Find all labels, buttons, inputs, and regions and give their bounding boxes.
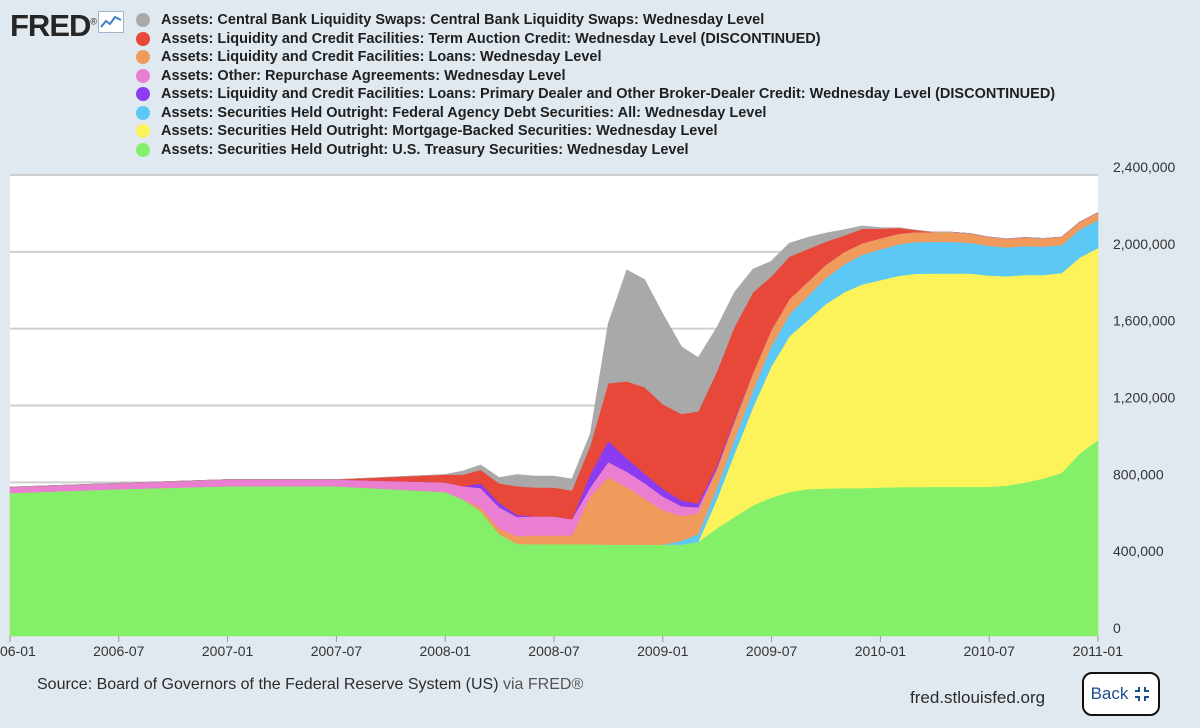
legend-item[interactable]: Assets: Other: Repurchase Agreements: We… bbox=[136, 67, 1055, 86]
legend-swatch-icon bbox=[136, 13, 150, 28]
legend-label: Assets: Securities Held Outright: Federa… bbox=[161, 104, 767, 121]
y-tick-label: 800,000 bbox=[1113, 466, 1164, 482]
legend-swatch-icon bbox=[136, 68, 150, 83]
legend-label: Assets: Central Bank Liquidity Swaps: Ce… bbox=[161, 12, 765, 29]
legend-item[interactable]: Assets: Securities Held Outright: Federa… bbox=[136, 104, 1055, 123]
site-url[interactable]: fred.stlouisfed.org bbox=[910, 688, 1046, 707]
x-tick-label: 2010-01 bbox=[855, 643, 907, 659]
legend-swatch-icon bbox=[136, 87, 150, 102]
legend-item[interactable]: Assets: Liquidity and Credit Facilities:… bbox=[136, 48, 1055, 67]
x-tick-label: 2009-07 bbox=[746, 643, 798, 659]
legend-label: Assets: Securities Held Outright: Mortga… bbox=[161, 123, 718, 140]
back-button-label: Back bbox=[1090, 684, 1129, 703]
y-tick-label: 1,600,000 bbox=[1113, 313, 1175, 329]
x-tick-label: 2007-01 bbox=[202, 643, 254, 659]
line-chart-icon bbox=[98, 11, 124, 33]
x-tick-label: 2010-07 bbox=[964, 643, 1016, 659]
x-tick-label: 06-01 bbox=[0, 643, 36, 659]
y-tick-label: 2,000,000 bbox=[1113, 236, 1175, 252]
fred-logo: FRED® bbox=[10, 8, 97, 43]
x-tick-label: 2011-01 bbox=[1073, 643, 1124, 659]
chart-legend: Assets: Central Bank Liquidity Swaps: Ce… bbox=[136, 11, 1055, 159]
legend-swatch-icon bbox=[136, 105, 150, 120]
legend-swatch-icon bbox=[136, 142, 150, 157]
back-button[interactable]: Back bbox=[1082, 672, 1160, 716]
legend-item[interactable]: Assets: Securities Held Outright: Mortga… bbox=[136, 122, 1055, 141]
x-tick-label: 2008-07 bbox=[528, 643, 580, 659]
legend-label: Assets: Securities Held Outright: U.S. T… bbox=[161, 141, 689, 158]
legend-item[interactable]: Assets: Liquidity and Credit Facilities:… bbox=[136, 30, 1055, 49]
x-tick-label: 2008-01 bbox=[420, 643, 472, 659]
legend-label: Assets: Liquidity and Credit Facilities:… bbox=[161, 86, 1056, 103]
source-note: Source: Board of Governors of the Federa… bbox=[37, 676, 584, 693]
legend-item[interactable]: Assets: Securities Held Outright: U.S. T… bbox=[136, 141, 1055, 160]
legend-label: Assets: Liquidity and Credit Facilities:… bbox=[161, 49, 602, 66]
legend-label: Assets: Liquidity and Credit Facilities:… bbox=[161, 30, 821, 47]
legend-swatch-icon bbox=[136, 124, 150, 139]
y-tick-label: 0 bbox=[1113, 620, 1121, 636]
legend-item[interactable]: Assets: Liquidity and Credit Facilities:… bbox=[136, 85, 1055, 104]
x-tick-label: 2009-01 bbox=[637, 643, 689, 659]
collapse-icon bbox=[1135, 687, 1150, 701]
area-series-7 bbox=[9, 212, 1099, 491]
legend-label: Assets: Other: Repurchase Agreements: We… bbox=[161, 67, 566, 84]
legend-swatch-icon bbox=[136, 31, 150, 46]
x-tick-label: 2007-07 bbox=[311, 643, 363, 659]
y-tick-label: 400,000 bbox=[1113, 543, 1164, 559]
x-tick-label: 2006-07 bbox=[93, 643, 145, 659]
y-tick-label: 2,400,000 bbox=[1113, 159, 1175, 175]
legend-item[interactable]: Assets: Central Bank Liquidity Swaps: Ce… bbox=[136, 11, 1055, 30]
y-tick-label: 1,200,000 bbox=[1113, 390, 1175, 406]
legend-swatch-icon bbox=[136, 50, 150, 65]
